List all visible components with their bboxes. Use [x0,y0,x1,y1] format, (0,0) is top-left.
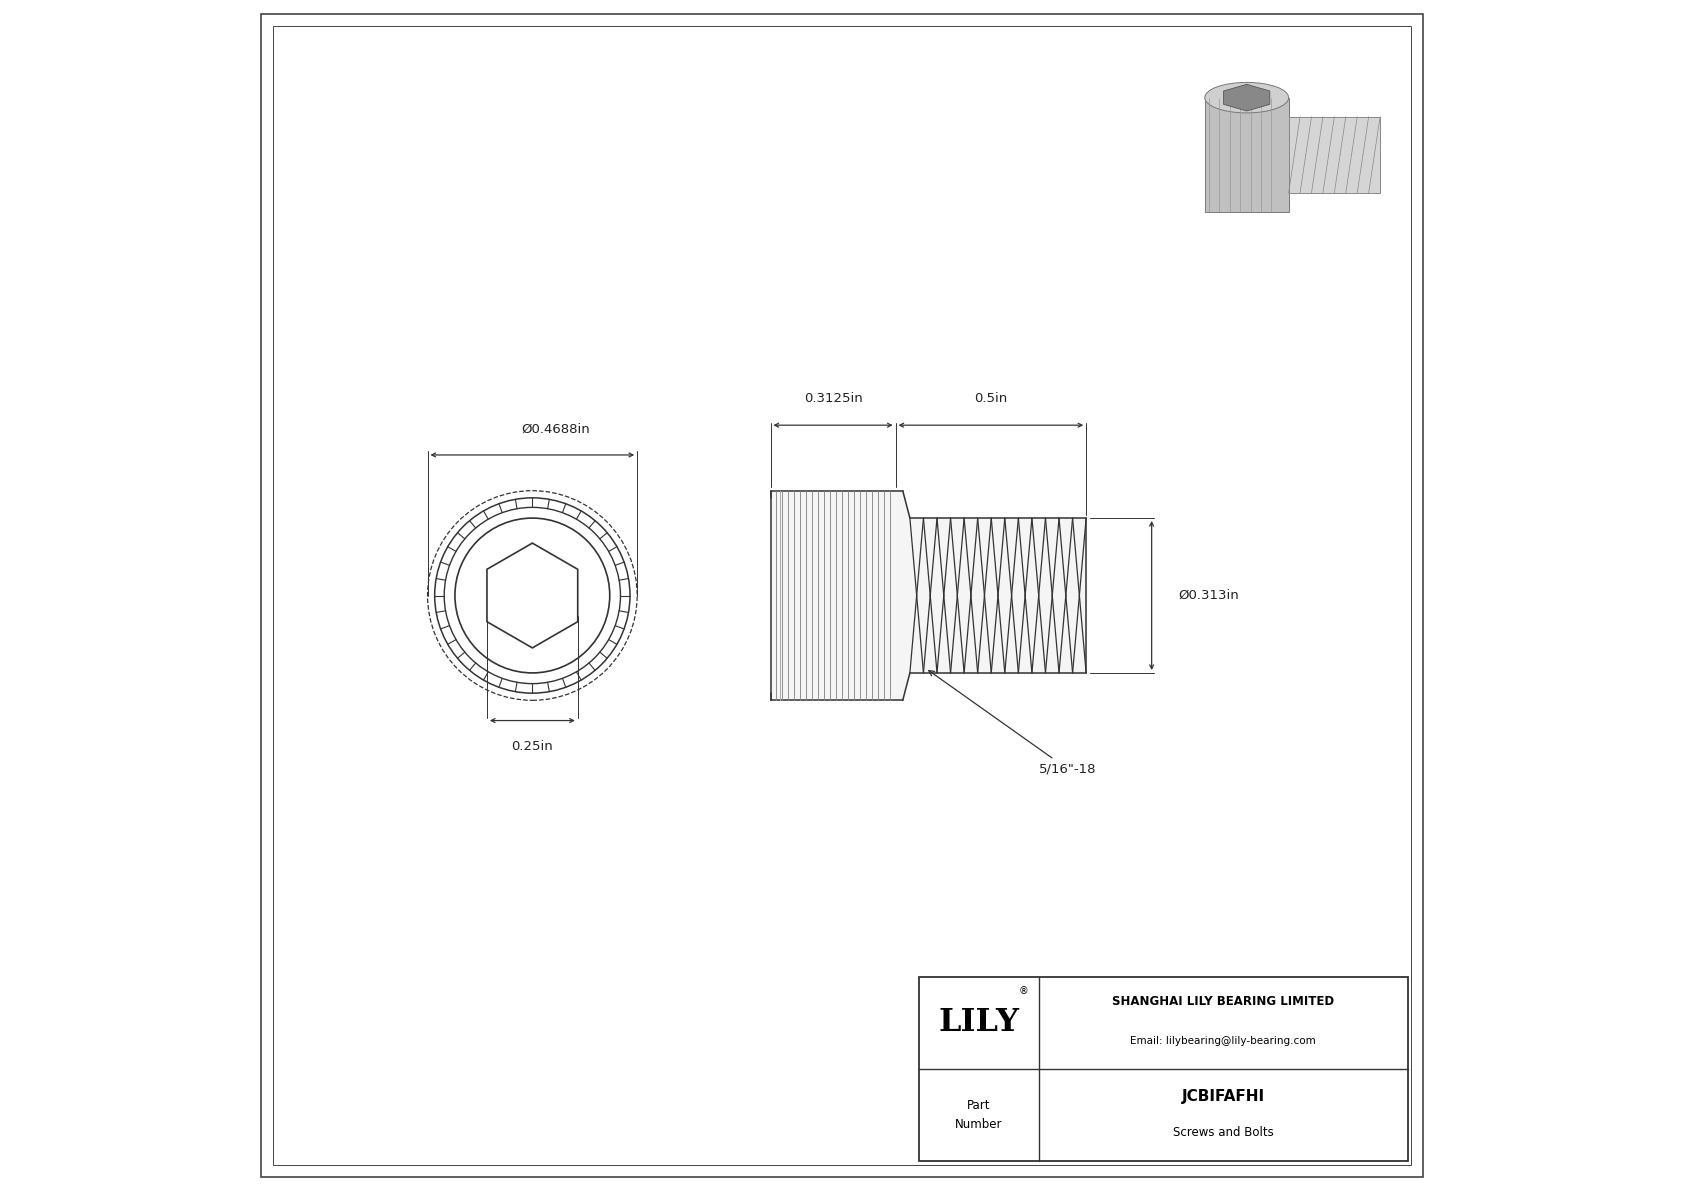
Ellipse shape [1204,82,1288,113]
Bar [1288,117,1381,193]
Text: 0.5in: 0.5in [975,393,1007,405]
Text: ®: ® [1019,986,1027,996]
Text: 0.25in: 0.25in [512,741,554,753]
Text: 5/16"-18: 5/16"-18 [930,671,1096,775]
Polygon shape [487,543,578,648]
Bar [919,977,1408,1161]
Text: JCBIFAFHI: JCBIFAFHI [1182,1089,1265,1104]
Bar [1204,98,1288,212]
Text: Ø0.4688in: Ø0.4688in [522,423,591,435]
Text: Screws and Bolts: Screws and Bolts [1172,1127,1273,1140]
Text: 0.3125in: 0.3125in [803,393,862,405]
Text: SHANGHAI LILY BEARING LIMITED: SHANGHAI LILY BEARING LIMITED [1111,994,1334,1008]
Polygon shape [1224,85,1270,111]
Text: LILY: LILY [938,1008,1019,1039]
Text: Part
Number: Part Number [955,1099,1002,1131]
Text: Ø0.313in: Ø0.313in [1179,590,1239,601]
Polygon shape [909,518,1086,673]
Text: Email: lilybearing@lily-bearing.com: Email: lilybearing@lily-bearing.com [1130,1036,1315,1046]
Polygon shape [771,491,909,700]
